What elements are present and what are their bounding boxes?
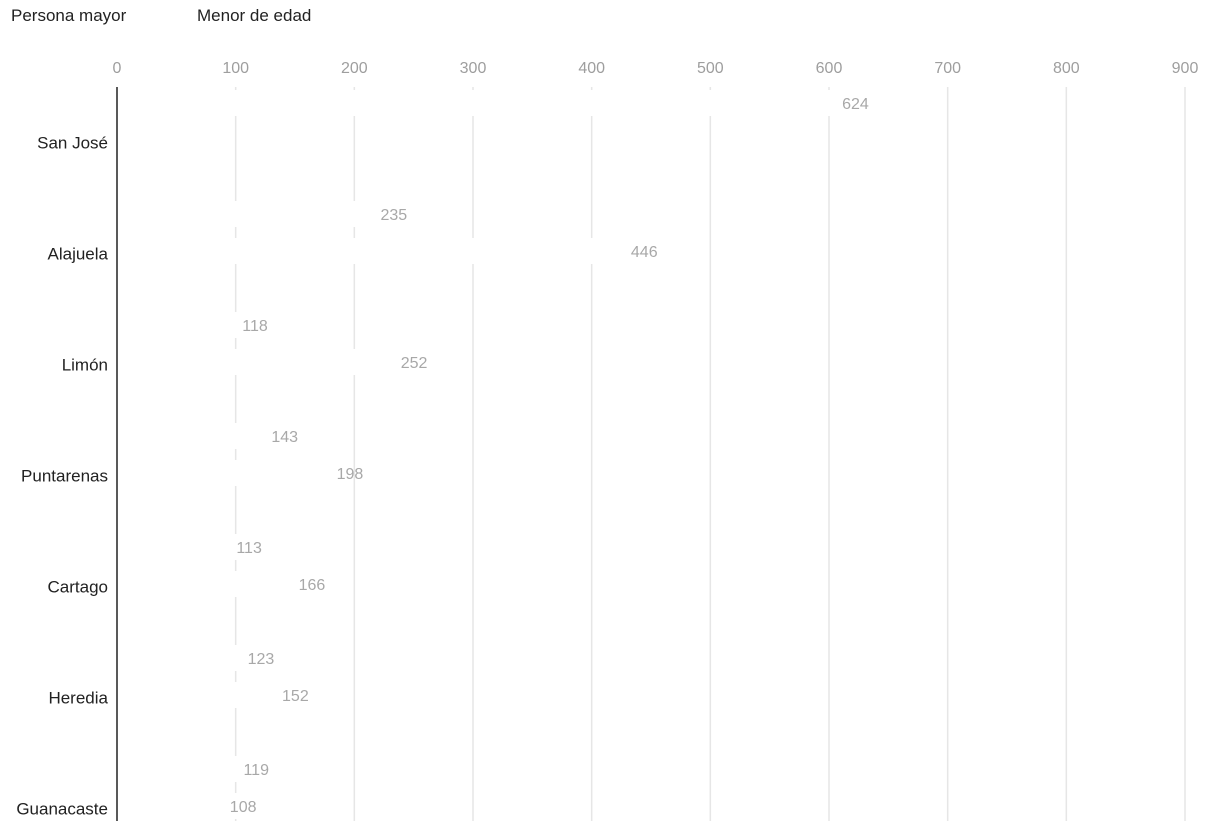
data-label-1-3: 198 xyxy=(337,466,364,483)
category-label-6: Guanacaste xyxy=(16,800,108,819)
bar-0-2 xyxy=(117,312,258,338)
legend-item-menor-de-edad[interactable]: Menor de edad xyxy=(197,6,312,25)
x-tick-label-900: 900 xyxy=(1172,60,1199,77)
x-tick-label-0: 0 xyxy=(113,60,122,77)
bars xyxy=(117,90,858,819)
legend-item-persona-mayor[interactable]: Persona mayor xyxy=(11,6,127,25)
bar-1-6 xyxy=(117,793,246,819)
bar-0-0 xyxy=(117,90,858,116)
bar-1-4 xyxy=(117,571,314,597)
bar-0-3 xyxy=(117,423,287,449)
category-labels: San José Alajuela Limón Puntarenas Cartago He… xyxy=(16,134,108,819)
data-label-0-4: 113 xyxy=(236,540,262,557)
x-tick-label-800: 800 xyxy=(1053,60,1080,77)
bar-0-4 xyxy=(117,534,252,560)
bar-1-1 xyxy=(117,238,647,264)
bar-0-6 xyxy=(117,756,259,782)
data-label-0-6: 119 xyxy=(243,762,269,779)
data-label-0-1: 235 xyxy=(381,207,408,224)
data-label-0-2: 118 xyxy=(242,318,268,335)
category-label-2: Limón xyxy=(62,356,108,375)
x-tick-labels: 0 100 200 300 400 500 600 700 800 900 xyxy=(113,60,1199,77)
data-labels: 624 235 446 118 252 143 198 113 166 123 152 119 108 xyxy=(230,96,869,816)
bar-0-1 xyxy=(117,201,396,227)
bar-1-5 xyxy=(117,682,298,708)
category-label-0: San José xyxy=(37,134,108,153)
x-tick-label-200: 200 xyxy=(341,60,368,77)
data-label-1-1: 446 xyxy=(631,244,658,261)
category-label-3: Puntarenas xyxy=(21,467,108,486)
data-label-0-0: 624 xyxy=(842,96,869,113)
data-label-1-2: 252 xyxy=(401,355,428,372)
category-label-1: Alajuela xyxy=(48,245,109,264)
category-label-4: Cartago xyxy=(48,578,108,597)
data-label-1-5: 152 xyxy=(282,688,309,705)
legend: Persona mayor Menor de edad xyxy=(0,6,600,30)
bar-0-5 xyxy=(117,645,263,671)
data-label-1-4: 166 xyxy=(299,577,326,594)
x-tick-label-300: 300 xyxy=(460,60,487,77)
data-label-0-5: 123 xyxy=(248,651,275,668)
x-tick-label-600: 600 xyxy=(816,60,843,77)
x-tick-label-100: 100 xyxy=(222,60,249,77)
category-label-5: Heredia xyxy=(48,689,108,708)
data-label-1-6: 108 xyxy=(230,799,257,816)
x-tick-label-700: 700 xyxy=(934,60,961,77)
x-tick-label-400: 400 xyxy=(578,60,605,77)
x-tick-label-500: 500 xyxy=(697,60,724,77)
bar-1-3 xyxy=(117,460,352,486)
bar-1-2 xyxy=(117,349,417,375)
data-label-0-3: 143 xyxy=(271,429,298,446)
gridlines xyxy=(234,87,1186,821)
